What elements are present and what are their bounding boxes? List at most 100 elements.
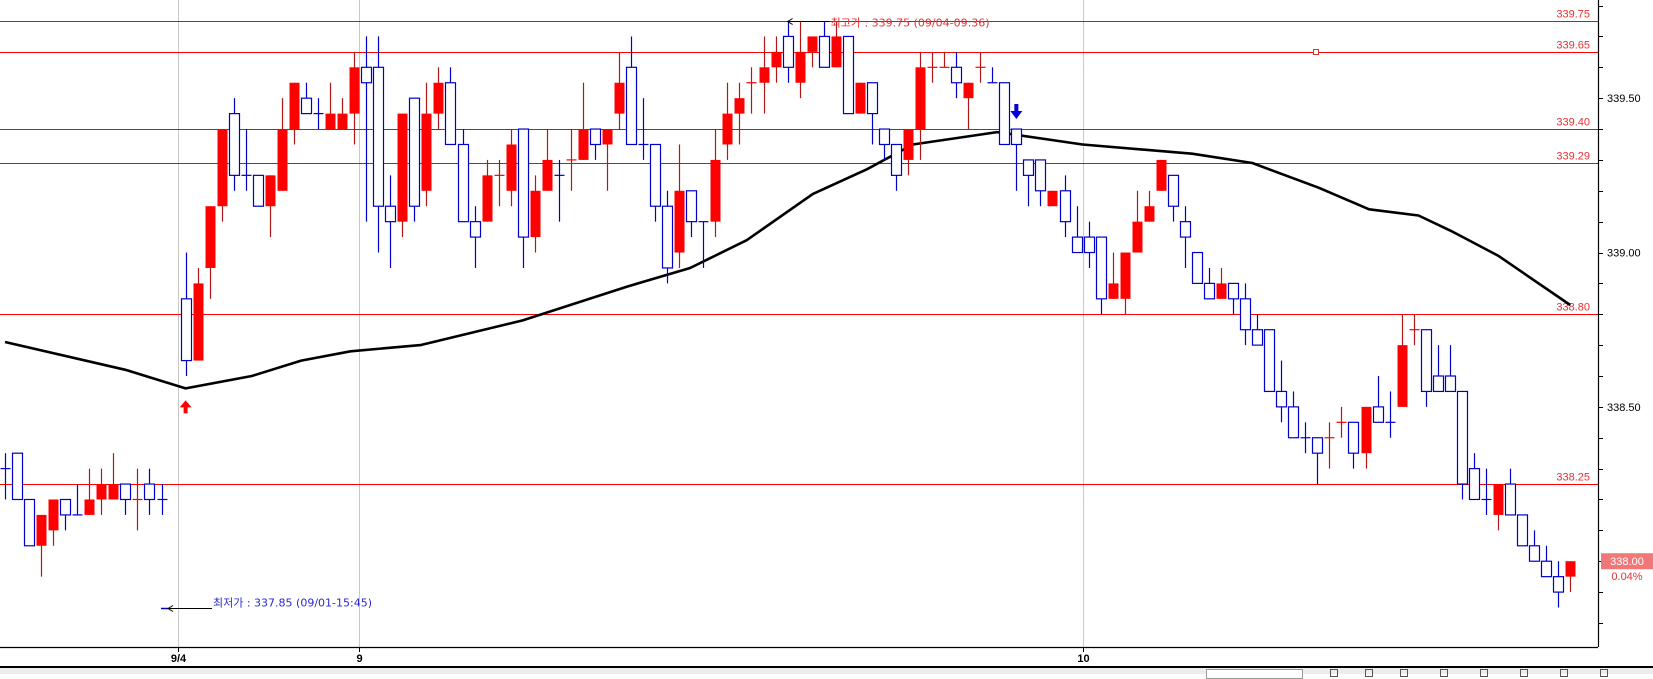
candle-body: [782, 35, 795, 68]
buy-arrow-icon: [179, 400, 192, 414]
candle-up: [421, 82, 432, 207]
candle-down: [1311, 437, 1324, 485]
toolbar-icon[interactable]: [1365, 669, 1373, 677]
current-price-label: 338.00: [1610, 556, 1644, 568]
candle-body: [11, 452, 24, 501]
candle-body: [1010, 128, 1023, 146]
candle-body: [444, 82, 457, 146]
candle-up: [1108, 252, 1119, 299]
candle-down: [1287, 391, 1300, 439]
level-label: 338.25: [1556, 472, 1590, 484]
candle-body: [1444, 375, 1457, 393]
candle-body: [337, 113, 348, 130]
toolbar-icon[interactable]: [1400, 669, 1408, 677]
toolbar-icon[interactable]: [1440, 669, 1448, 677]
candle-up: [289, 82, 300, 145]
toolbar-icon[interactable]: [1560, 669, 1568, 677]
candle-up: [963, 82, 974, 130]
candle-down: [1275, 360, 1288, 423]
candle-down: [180, 252, 193, 377]
x-tick-label: 9/4: [171, 653, 187, 665]
candle-down: [890, 143, 903, 191]
candle-up: [1336, 406, 1347, 438]
candle-down: [59, 498, 72, 531]
candle-body: [506, 144, 517, 191]
level-marker: [1313, 49, 1319, 55]
toolbar-icon[interactable]: [1330, 669, 1338, 677]
candle-body: [890, 143, 903, 176]
candle-down: [1372, 376, 1385, 423]
candle-body: [1167, 174, 1180, 207]
candle-body: [795, 51, 806, 83]
toolbar-input[interactable]: [1206, 669, 1303, 679]
candle-body: [1022, 159, 1035, 176]
candle-body: [710, 159, 721, 222]
candle-body: [1095, 236, 1108, 300]
candle-body: [23, 498, 36, 547]
candle-body: [855, 82, 866, 114]
candle-up: [759, 36, 770, 114]
candle-body: [228, 113, 241, 176]
candle-down: [625, 36, 638, 146]
candle-body: [143, 483, 156, 501]
candle-down: [444, 67, 457, 146]
candle-body: [108, 484, 119, 500]
candle-up: [771, 36, 782, 83]
candle-body: [1034, 159, 1047, 192]
candle-up: [602, 129, 613, 191]
candle-down: [1347, 421, 1360, 469]
candle-down: [1420, 329, 1433, 407]
candle-body: [1516, 514, 1529, 547]
candle-down: [638, 98, 649, 160]
toolbar-icon[interactable]: [1520, 669, 1528, 677]
candle-down: [228, 98, 241, 191]
candle-up: [614, 51, 625, 130]
candle-down: [818, 21, 831, 68]
candle-body: [1144, 206, 1155, 222]
candle-up: [1324, 422, 1335, 469]
candle-up: [205, 206, 216, 299]
candle-down: [1504, 468, 1517, 516]
candle-down: [1022, 159, 1035, 207]
candle-down: [469, 206, 482, 268]
candle-body: [903, 129, 914, 160]
candle-down: [1034, 159, 1047, 207]
candle-body: [1347, 421, 1360, 454]
candle-down: [1239, 283, 1252, 346]
candle-body: [408, 97, 421, 207]
candle-up: [217, 129, 228, 222]
candle-up: [746, 67, 757, 114]
candle-up: [578, 82, 589, 160]
y-tick-label: 338.50: [1607, 402, 1641, 414]
candle-body: [349, 67, 360, 114]
candle-up: [795, 21, 806, 99]
candle-body: [469, 221, 482, 238]
candle-down: [1179, 206, 1192, 268]
candle-body: [842, 35, 855, 115]
candle-body: [685, 190, 698, 223]
level-label: 338.80: [1556, 302, 1590, 314]
candle-body: [807, 36, 818, 52]
candle-body: [1420, 329, 1433, 393]
candle-down: [384, 175, 397, 268]
candle-body: [831, 36, 842, 68]
candle-down: [408, 97, 421, 222]
candle-body: [193, 283, 204, 361]
candle-body: [950, 66, 963, 84]
candle-up: [975, 51, 986, 83]
candle-up: [108, 453, 119, 500]
candle-up: [349, 51, 360, 145]
candle-down: [782, 21, 795, 83]
toolbar-icon[interactable]: [1600, 669, 1608, 677]
candle-body: [217, 129, 228, 207]
candle-down: [1300, 422, 1311, 454]
candle-down: [649, 143, 662, 222]
candle-down: [143, 468, 156, 515]
candle-body: [180, 298, 193, 362]
candle-up: [494, 159, 505, 207]
candle-body: [1059, 190, 1072, 223]
candle-body: [542, 159, 553, 191]
candle-down: [1552, 561, 1565, 608]
candle-down: [998, 82, 1011, 146]
toolbar-icon[interactable]: [1480, 669, 1488, 677]
